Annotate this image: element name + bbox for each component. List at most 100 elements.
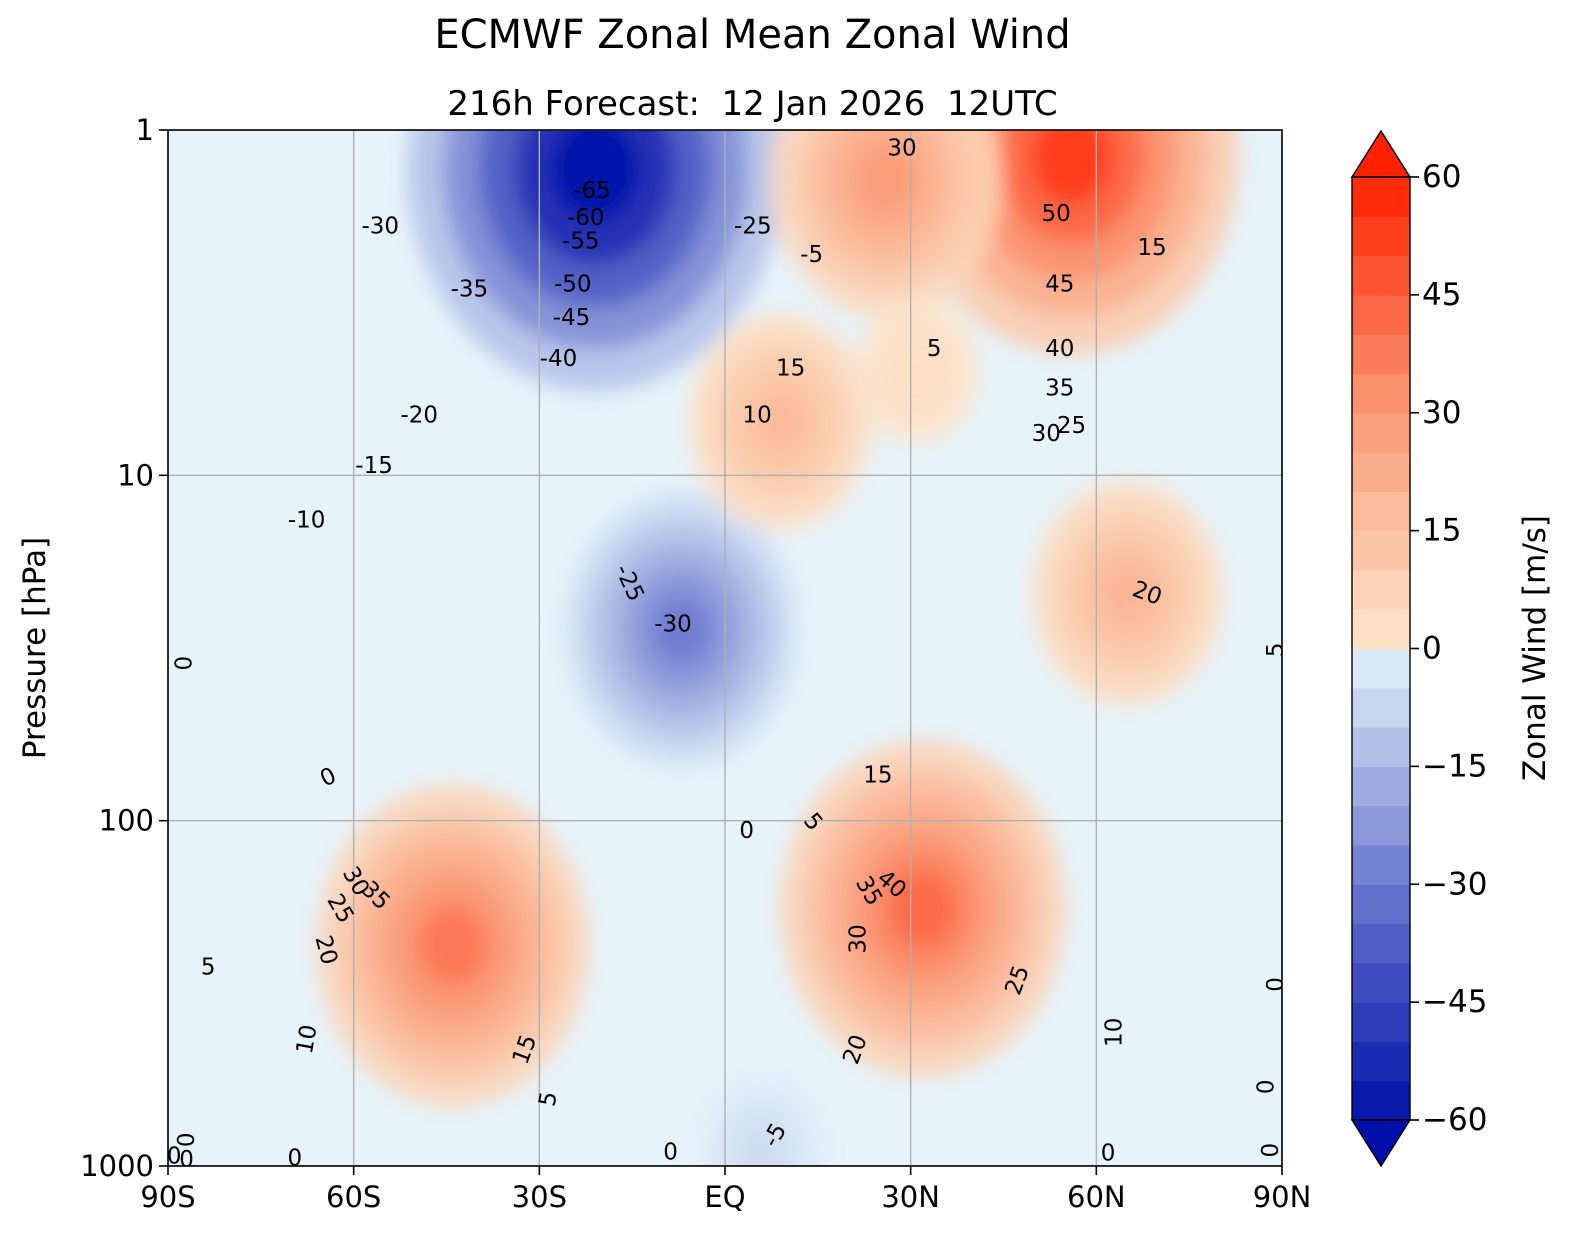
wind-core-0-level-4 bbox=[550, 130, 640, 223]
colorbar-extend-max bbox=[1350, 129, 1412, 178]
contour-label: 10 bbox=[743, 402, 772, 428]
colorbar-band bbox=[1352, 1041, 1410, 1082]
chart-title: ECMWF Zonal Mean Zonal Wind bbox=[434, 12, 1071, 58]
contour-label: -20 bbox=[400, 402, 438, 428]
wind-core-3-level-4 bbox=[858, 147, 914, 214]
contour-label: 0 bbox=[1263, 977, 1289, 992]
x-tick-label: 90N bbox=[1253, 1180, 1312, 1214]
subtitle-date: 12 Jan 2026 bbox=[721, 84, 926, 124]
contour-label: -60 bbox=[567, 205, 605, 231]
colorbar-band bbox=[1352, 609, 1410, 650]
x-tick-label: 90S bbox=[140, 1180, 195, 1214]
contour-label: 10 bbox=[292, 1023, 323, 1056]
contour-label: 30 bbox=[846, 924, 872, 953]
colorbar-band bbox=[1352, 530, 1410, 571]
wind-core-6-level-4 bbox=[420, 907, 486, 985]
grid-lines bbox=[168, 130, 1282, 1166]
wind-core-2-level-4 bbox=[1031, 130, 1112, 205]
contour-label: -35 bbox=[451, 277, 489, 303]
colorbar-label: Zonal Wind [m/s] bbox=[1517, 515, 1553, 781]
subtitle-label: Forecast: bbox=[544, 84, 700, 124]
contour-label: -40 bbox=[540, 346, 578, 372]
plot-area: -65-60-55-50-45-40-35-30 -25-5-20-15-10-2… bbox=[167, 130, 1289, 1173]
y-axis: 1 10 100 1000 bbox=[80, 113, 168, 1183]
x-tick-label: EQ bbox=[704, 1180, 745, 1214]
colorbar-band bbox=[1352, 216, 1410, 257]
contour-label: 5 bbox=[1263, 642, 1289, 657]
colorbar-tick-label: −45 bbox=[1422, 984, 1487, 1020]
colorbar-band bbox=[1352, 766, 1410, 807]
contour-label: 10 bbox=[1101, 1018, 1127, 1047]
x-tick-label: 60S bbox=[326, 1180, 381, 1214]
contour-label: 0 bbox=[739, 818, 754, 844]
contour-label: 5 bbox=[201, 954, 216, 980]
contour-label: 5 bbox=[535, 1090, 563, 1109]
contour-label: -55 bbox=[562, 228, 600, 254]
x-tick-label: 60N bbox=[1067, 1180, 1126, 1214]
colorbar-tick-label: −30 bbox=[1422, 866, 1487, 902]
wind-core-9-level-4 bbox=[746, 1131, 779, 1166]
colorbar-band bbox=[1352, 569, 1410, 610]
colorbar-band bbox=[1352, 923, 1410, 964]
x-axis: 90S 60S 30S EQ 30N 60N 90N bbox=[140, 1166, 1311, 1214]
colorbar-band bbox=[1352, 1080, 1410, 1121]
wind-core-4-level-4 bbox=[758, 395, 803, 448]
colorbar-tick-label: 60 bbox=[1422, 159, 1461, 195]
colorbar-tick-label: 0 bbox=[1422, 631, 1442, 667]
colorbar-band bbox=[1352, 412, 1410, 453]
contour-label: 0 bbox=[1250, 1080, 1276, 1095]
colorbar-band bbox=[1352, 687, 1410, 728]
y-tick-label: 10 bbox=[117, 458, 154, 492]
colorbar-band bbox=[1352, 727, 1410, 767]
colorbar-band bbox=[1352, 334, 1410, 375]
chart-subtitle: 216h Forecast: 12 Jan 2026 12UTC bbox=[0, 84, 1505, 124]
contour-label: -25 bbox=[734, 213, 772, 239]
colorbar-tick-label: −15 bbox=[1422, 748, 1487, 784]
colorbar-tick-label: 45 bbox=[1422, 277, 1461, 313]
contour-label: 0 bbox=[167, 1144, 182, 1170]
contour-label: 35 bbox=[1045, 375, 1074, 401]
contour-label: 15 bbox=[1137, 235, 1166, 261]
contour-label: 15 bbox=[776, 355, 805, 381]
contour-label: 45 bbox=[1045, 271, 1074, 297]
contour-labels: -65-60-55-50-45-40-35-30 -25-5-20-15-10-2… bbox=[167, 135, 1289, 1173]
wind-core-8-level-4 bbox=[902, 354, 932, 389]
contour-label: 0 bbox=[179, 1147, 194, 1173]
contour-label: -10 bbox=[288, 507, 326, 533]
contour-label: 0 bbox=[663, 1140, 678, 1166]
colorbar-band bbox=[1352, 255, 1410, 296]
colorbar-tick-label: 30 bbox=[1422, 395, 1461, 431]
contour-label: -45 bbox=[553, 305, 591, 331]
x-tick-label: 30S bbox=[512, 1180, 567, 1214]
colorbar-band bbox=[1352, 177, 1410, 217]
colorbar-extend-min bbox=[1350, 1119, 1412, 1168]
contour-label: 50 bbox=[1041, 201, 1070, 227]
colorbar-band bbox=[1352, 294, 1410, 335]
colorbar-band bbox=[1352, 844, 1410, 885]
colorbar-band bbox=[1352, 1002, 1410, 1043]
contour-label: 30 bbox=[887, 135, 916, 161]
subtitle-time: 12UTC bbox=[947, 84, 1058, 124]
contour-label: 40 bbox=[1045, 336, 1074, 362]
y-tick-label: 1 bbox=[136, 113, 154, 147]
contour-label: 0 bbox=[169, 656, 195, 671]
contour-label: -15 bbox=[355, 453, 393, 479]
contour-label: 15 bbox=[863, 763, 892, 789]
y-axis-label: Pressure [hPa] bbox=[17, 537, 53, 759]
x-tick-label: 30N bbox=[881, 1180, 940, 1214]
contour-label: 25 bbox=[1057, 413, 1086, 439]
wind-core-5-level-4 bbox=[1104, 566, 1151, 621]
wind-core-1-level-4 bbox=[653, 596, 710, 663]
y-tick-label: 100 bbox=[99, 804, 154, 838]
contour-label: 5 bbox=[927, 336, 942, 362]
contour-label: -30 bbox=[654, 611, 692, 637]
subtitle-lead: 216h bbox=[447, 84, 534, 124]
contour-label: -50 bbox=[554, 271, 592, 297]
contour-label: 0 bbox=[288, 1145, 303, 1171]
contour-label: 0 bbox=[1101, 1140, 1116, 1166]
colorbar-tick-label: −60 bbox=[1422, 1102, 1487, 1138]
colorbar-tick-label: 15 bbox=[1422, 513, 1461, 549]
colorbar-band bbox=[1352, 805, 1410, 846]
colorbar-band bbox=[1352, 884, 1410, 925]
